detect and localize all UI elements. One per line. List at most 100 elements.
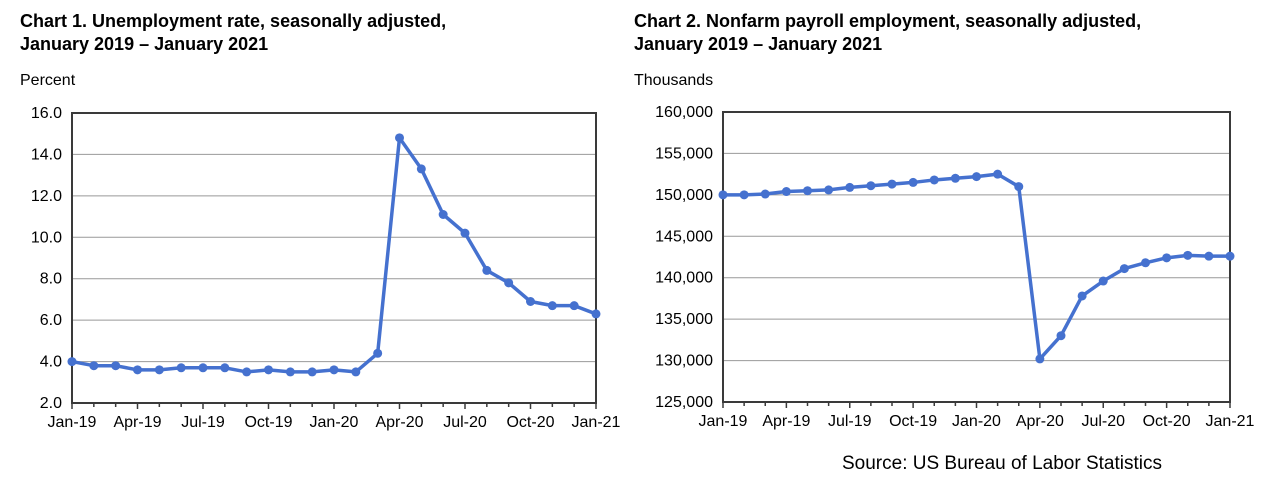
data-point [242,367,252,377]
data-point [739,190,749,200]
y-axis-tick-label: 8.0 [40,271,62,288]
data-point [329,365,339,375]
chart2-title-line1: Chart 2. Nonfarm payroll employment, sea… [634,11,1142,31]
data-point [845,182,855,192]
chart2-unit-label: Thousands [634,72,714,89]
chart1-plot-area: 2.0 4.0 6.0 8.0 10.0 12.0 14.0 16.0 Jan-19 Apr-19… [31,105,621,431]
data-line [70,136,598,374]
data-point [1014,182,1024,192]
x-axis-tick-label: Apr-19 [113,414,161,431]
y-axis-tick-label: 150,000 [655,187,713,204]
plot-frame [722,111,1231,403]
data-point [1119,264,1129,274]
data-point [1141,258,1150,268]
data-point [111,361,121,371]
data-point [1098,276,1108,286]
data-point [351,367,361,377]
y-axis-tick-label: 4.0 [40,354,62,371]
x-axis-tick-label: Jul-20 [1081,413,1125,430]
y-axis-tick-label: 125,000 [655,394,713,411]
data-point [1162,253,1172,263]
data-point [438,210,448,219]
x-axis-tick-label: Apr-20 [1016,413,1064,430]
data-point [416,164,426,174]
data-point [133,365,142,375]
data-point [547,301,557,311]
x-axis-tick-label: Oct-20 [506,414,554,431]
x-axis-tick-label: Jan-20 [952,413,1001,430]
data-point [482,265,492,275]
data-point [1035,354,1045,364]
y-axis-tick-label: 135,000 [655,311,713,328]
data-point [993,169,1003,179]
x-axis-tick-label: Jan-19 [48,414,97,431]
data-point [760,189,770,199]
x-axis-tick-label: Oct-19 [889,413,937,430]
plot-frame [71,112,597,404]
data-point [569,301,579,311]
data-point [1225,251,1235,261]
data-point [718,190,728,200]
x-axis-tick-label: Jul-20 [443,414,487,431]
data-point [1056,331,1066,341]
y-axis-tick-label: 145,000 [655,228,713,245]
data-point [1077,291,1087,301]
x-axis-tick-label: Jul-19 [181,414,225,431]
data-point [176,363,186,373]
data-point [950,173,960,183]
chart2-title: Chart 2. Nonfarm payroll employment, sea… [634,10,1254,56]
chart1-unit-label: Percent [20,72,76,89]
data-point [67,357,77,367]
data-point [198,363,208,373]
data-point [373,348,383,358]
data-point [866,181,876,191]
data-line [721,172,1232,361]
x-axis-tick-label: Jan-20 [310,414,359,431]
data-point [1204,251,1214,261]
data-point [887,179,897,189]
chart2-title-line2: January 2019 – January 2021 [634,34,883,54]
x-axis-tick-label: Jan-19 [699,413,748,430]
y-axis-tick-label: 6.0 [40,312,62,329]
data-point [781,187,791,197]
chart2-plot-area: 125,000 130,000 135,000 140,000 145,000 150,0… [655,104,1255,430]
data-point [526,297,535,306]
data-point [285,367,295,377]
source-note: Source: US Bureau of Labor Statistics [842,453,1162,474]
chart1-title-line2: January 2019 – January 2021 [20,34,269,54]
y-axis-tick-label: 16.0 [31,105,62,122]
y-axis-tick-label: 160,000 [655,104,713,121]
data-point [591,309,601,319]
x-axis-tick-label: Jul-19 [828,413,872,430]
y-axis-tick-label: 155,000 [655,145,713,162]
chart1-title-line1: Chart 1. Unemployment rate, seasonally a… [20,11,447,31]
data-point [307,367,317,377]
y-axis-tick-label: 14.0 [31,146,62,163]
x-axis-tick-label: Apr-20 [375,414,423,431]
data-point [264,365,273,375]
data-point [154,365,164,375]
data-point [89,361,99,371]
y-axis-tick-label: 12.0 [31,188,62,205]
y-axis-tick-label: 2.0 [40,395,62,412]
x-axis-tick-label: Oct-20 [1143,413,1191,430]
data-point [1183,250,1193,260]
data-point [504,278,514,288]
data-point [972,172,981,182]
data-point [220,363,230,373]
data-point [908,177,918,187]
y-axis-tick-label: 130,000 [655,353,713,370]
data-point [803,186,812,196]
x-axis-tick-label: Apr-19 [762,413,810,430]
data-point [460,228,470,238]
x-axis-tick-label: Jan-21 [572,414,621,431]
x-axis-tick-label: Oct-19 [244,414,292,431]
x-axis-tick-label: Jan-21 [1206,413,1255,430]
data-point [824,185,834,195]
y-axis-tick-label: 140,000 [655,270,713,287]
chart1-title: Chart 1. Unemployment rate, seasonally a… [20,10,595,56]
y-axis-tick-label: 10.0 [31,229,62,246]
data-point [929,175,939,185]
data-point [395,133,404,143]
